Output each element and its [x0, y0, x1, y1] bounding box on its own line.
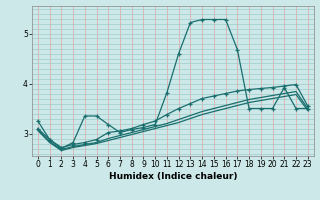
- X-axis label: Humidex (Indice chaleur): Humidex (Indice chaleur): [108, 172, 237, 181]
